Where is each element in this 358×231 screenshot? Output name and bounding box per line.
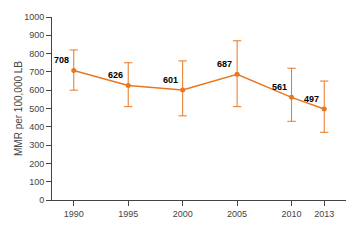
svg-text:900: 900 [29, 30, 44, 40]
svg-text:2013: 2013 [314, 209, 334, 219]
svg-text:100: 100 [29, 177, 44, 187]
svg-text:400: 400 [29, 122, 44, 132]
svg-text:200: 200 [29, 159, 44, 169]
svg-text:1000: 1000 [24, 12, 44, 22]
svg-text:600: 600 [29, 85, 44, 95]
svg-text:700: 700 [29, 67, 44, 77]
svg-text:601: 601 [163, 75, 178, 85]
svg-text:1990: 1990 [64, 209, 84, 219]
svg-text:497: 497 [304, 94, 319, 104]
svg-text:0: 0 [39, 195, 44, 205]
svg-text:800: 800 [29, 49, 44, 59]
svg-text:2000: 2000 [173, 209, 193, 219]
svg-text:MMR per 100,000 LB: MMR per 100,000 LB [13, 61, 24, 156]
svg-text:1995: 1995 [118, 209, 138, 219]
svg-text:500: 500 [29, 104, 44, 114]
svg-text:2005: 2005 [227, 209, 247, 219]
svg-text:626: 626 [108, 70, 123, 80]
svg-text:687: 687 [217, 59, 232, 69]
svg-text:708: 708 [54, 55, 69, 65]
svg-text:2010: 2010 [282, 209, 302, 219]
svg-text:561: 561 [272, 82, 287, 92]
svg-text:300: 300 [29, 140, 44, 150]
